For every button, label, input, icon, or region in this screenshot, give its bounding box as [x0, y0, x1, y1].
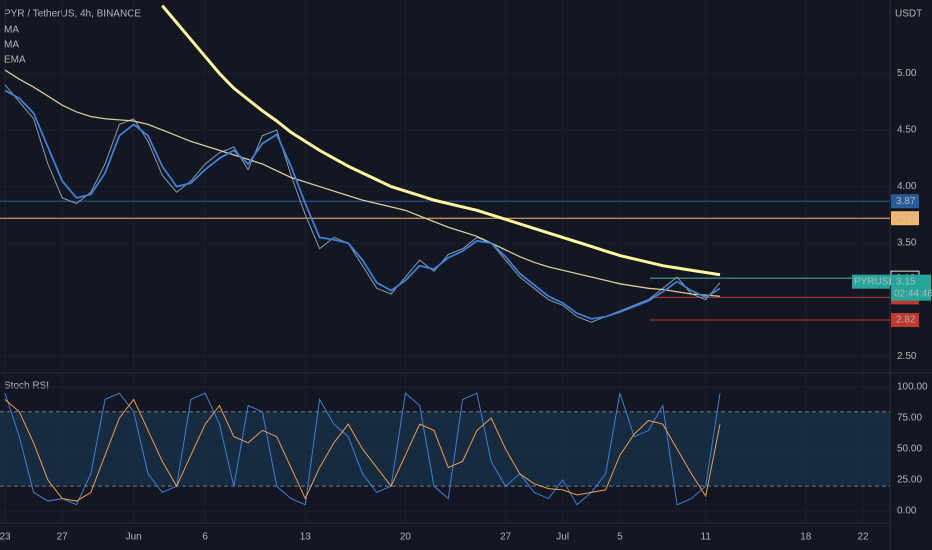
x-tick-label: 11: [701, 532, 712, 543]
price-label: 3.72: [896, 213, 916, 224]
x-tick-label: 27: [57, 532, 69, 543]
symbol-tag: PYRUSDT: [854, 276, 902, 287]
y-tick-label: 4.50: [897, 125, 917, 136]
y-tick-label: 50.00: [897, 444, 922, 455]
legend-entry: EMA: [4, 55, 26, 66]
countdown: 02:44:46: [894, 288, 932, 299]
x-tick-label: 23: [0, 532, 11, 543]
series-line: [4, 398, 721, 502]
series-line: [4, 392, 721, 506]
series-group: [4, 4, 721, 323]
price-label: 2.82: [896, 315, 916, 326]
series-line: [4, 84, 721, 323]
y-tick-label: 5.00: [897, 68, 917, 79]
x-tick-label: 22: [857, 532, 869, 543]
y-tick-label: 0.00: [897, 506, 917, 517]
x-tick-label: 20: [400, 532, 412, 543]
price-label-bg: [891, 312, 919, 327]
symbol-tag-bg: [852, 274, 890, 289]
pane-title: Stoch RSI: [4, 381, 49, 392]
y-tick-label: 3.50: [897, 238, 917, 249]
y-tick-label: 4.00: [897, 181, 917, 192]
chart-title: PYR / TetherUS, 4h, BINANCE: [4, 9, 141, 20]
x-tick-label: 27: [500, 532, 512, 543]
band-fill: [0, 411, 890, 487]
price-label: 3.87: [896, 196, 916, 207]
x-tick-label: 13: [300, 532, 312, 543]
x-tick-label: 18: [800, 532, 812, 543]
y-tick-label: 75.00: [897, 413, 922, 424]
legend-entry: MA: [4, 25, 19, 36]
legend-entry: MA: [4, 40, 19, 51]
x-tick-label: 5: [617, 532, 623, 543]
price-tag-value: 3.15: [896, 276, 916, 287]
y-tick-label: 25.00: [897, 475, 922, 486]
unit-label: USDT: [895, 9, 922, 20]
x-tick-label: 6: [202, 532, 208, 543]
series-line: [4, 69, 721, 297]
x-tick-label: Jul: [556, 532, 569, 543]
price-label-bg: [891, 194, 919, 209]
price-tag-bg: [891, 274, 931, 301]
y-tick-label: 2.50: [897, 351, 917, 362]
y-tick-label: 100.00: [897, 382, 928, 393]
price-label-bg: [891, 211, 919, 226]
series-line: [4, 89, 721, 320]
series-line: [161, 4, 721, 277]
x-tick-label: Jun: [126, 532, 142, 543]
series-group: [4, 392, 721, 506]
